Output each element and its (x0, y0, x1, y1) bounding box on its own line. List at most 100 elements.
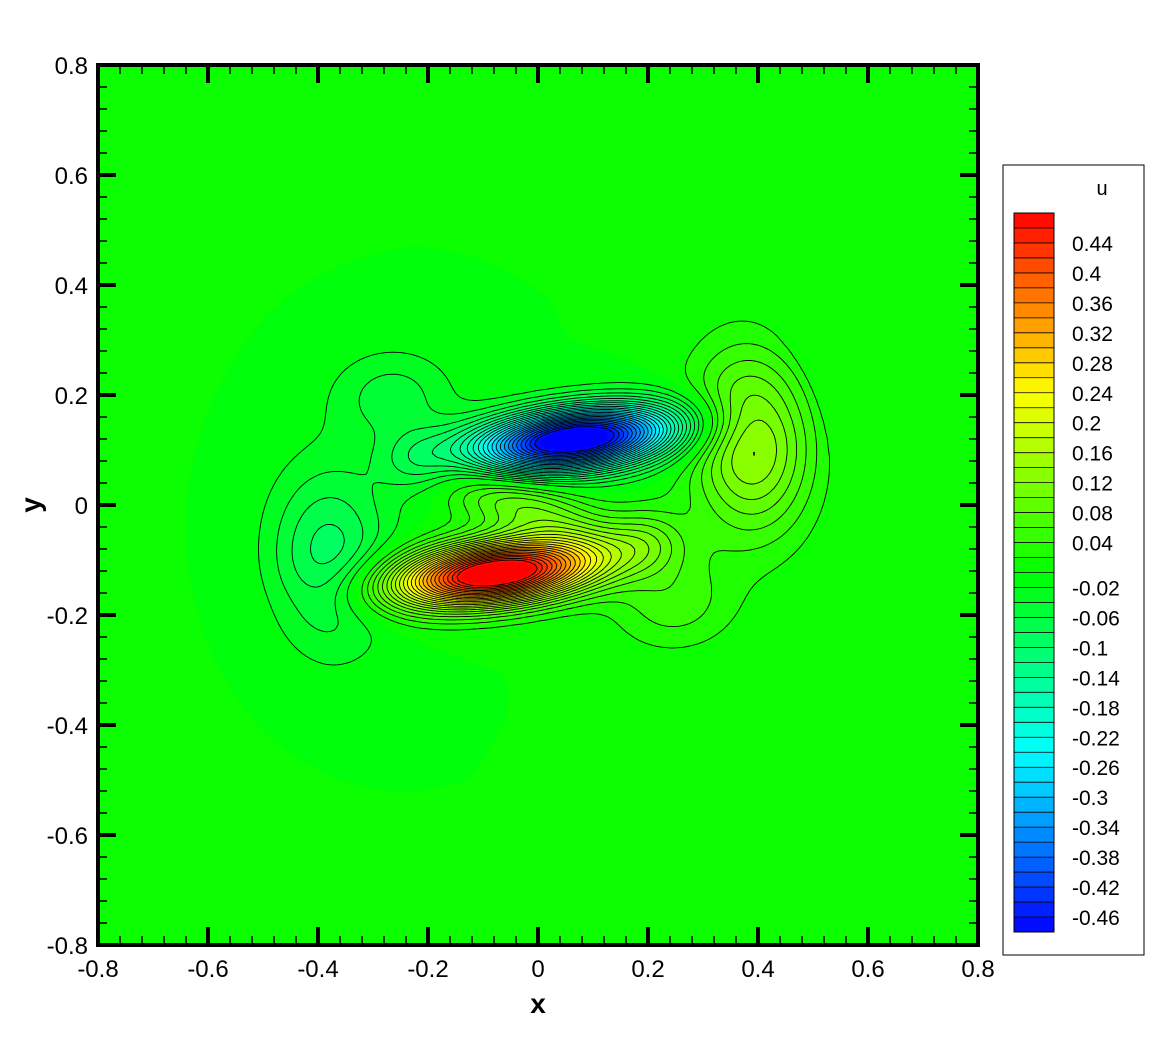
contour-line (426, 548, 572, 597)
y-tick-label: 0.6 (55, 163, 88, 190)
colorbar-swatch (1014, 797, 1054, 813)
contour-line (431, 398, 687, 478)
contour-line (377, 375, 798, 618)
contour-field (98, 65, 978, 945)
contour-line (487, 410, 661, 468)
colorbar-tick-label: -0.02 (1072, 577, 1120, 600)
colorbar-tick-label: -0.14 (1072, 667, 1120, 690)
colorbar-swatch (1014, 632, 1054, 648)
contour-line (398, 533, 612, 607)
y-tick-label: 0.2 (55, 383, 88, 410)
colorbar-tick-label: 0.44 (1072, 233, 1113, 256)
contour-line (511, 418, 637, 460)
colorbar-swatch (1014, 602, 1054, 618)
contour-line (534, 426, 615, 453)
colorbar-swatch (1014, 542, 1054, 558)
colorbar-swatch (1014, 272, 1054, 289)
colorbar-swatch (1014, 467, 1054, 484)
colorbar-tick-label: -0.42 (1072, 877, 1120, 900)
y-tick-label: -0.8 (47, 933, 88, 960)
contour-line (407, 539, 598, 604)
y-tick-label: 0 (75, 493, 88, 520)
colorbar-swatches (1013, 212, 1055, 933)
colorbar-tick-label: 0.12 (1072, 473, 1113, 496)
colorbar-swatch (1014, 242, 1054, 259)
y-tick-label: -0.4 (47, 713, 88, 740)
colorbar-swatch (1014, 407, 1054, 424)
contour-lines (258, 320, 831, 666)
y-tick-label: -0.6 (47, 823, 88, 850)
colorbar-swatch (1014, 767, 1054, 783)
colorbar-swatch (1014, 887, 1054, 903)
colorbar-swatch (1014, 737, 1054, 753)
colorbar-swatch (1014, 572, 1054, 588)
colorbar-swatch (1014, 842, 1054, 858)
contour-line (403, 536, 604, 606)
colorbar-outline (1013, 212, 1055, 933)
contour-line (520, 421, 629, 458)
x-tick-label: 0.2 (631, 956, 664, 983)
colorbar-swatch (1014, 317, 1054, 334)
contour-line (410, 541, 592, 603)
colorbar-swatch (1014, 452, 1054, 469)
contour-line (503, 416, 645, 463)
contour-line (310, 395, 692, 565)
x-tick-label: 0 (531, 956, 544, 983)
colorbar-swatch (1014, 377, 1054, 394)
y-axis: -0.8 -0.6 -0.4 -0.2 0 0.2 0.4 0.6 0.8 (47, 53, 978, 960)
colorbar-swatch (1014, 617, 1054, 633)
colorbar-tick-label: -0.06 (1072, 607, 1120, 630)
contour-line (491, 411, 657, 467)
contour-line (422, 546, 576, 598)
contour-line (507, 417, 641, 462)
colorbar-swatch (1014, 752, 1054, 768)
colorbar-swatch (1014, 872, 1054, 888)
colorbar-tick-label: -0.38 (1072, 847, 1120, 870)
colorbar-swatch (1014, 482, 1054, 499)
contour-line (434, 551, 562, 594)
contour-line (394, 530, 622, 609)
colorbar-tick-label: -0.22 (1072, 727, 1120, 750)
colorbar-swatch (1014, 692, 1054, 708)
colorbar-swatch (1014, 662, 1054, 678)
x-tick-label: -0.4 (297, 956, 338, 983)
colorbar-swatch (1014, 527, 1054, 543)
colorbar-tick-label: 0.08 (1072, 503, 1113, 526)
colorbar-swatch (1014, 782, 1054, 798)
x-tick-label: -0.2 (407, 956, 448, 983)
x-tick-label: 0.8 (961, 956, 994, 983)
contour-line (515, 420, 633, 459)
colorbar-swatch (1014, 422, 1054, 439)
colorbar-swatch (1014, 392, 1054, 409)
colorbar-swatch (1014, 257, 1054, 274)
colorbar-swatch (1014, 827, 1054, 843)
contour-line (414, 543, 586, 601)
colorbar-swatch (1014, 287, 1054, 304)
contour-line (382, 394, 788, 615)
colorbar-tick-label: -0.26 (1072, 757, 1120, 780)
colorbar-tick-label: -0.18 (1072, 697, 1120, 720)
contour-line (495, 413, 653, 466)
x-tick-label: 0.6 (851, 956, 884, 983)
y-tick-label: 0.4 (55, 273, 88, 300)
contour-line (451, 557, 543, 588)
contour-line (418, 545, 581, 600)
contour-line (449, 400, 683, 477)
contour-line (367, 343, 818, 628)
y-tick-label: 0.8 (55, 53, 88, 80)
contour-line (456, 559, 538, 587)
contour-line (477, 407, 668, 471)
colorbar-tick-label: -0.46 (1072, 907, 1120, 930)
colorbar-swatch (1014, 437, 1054, 454)
colorbar-swatch (1014, 902, 1054, 918)
contour-line (524, 423, 625, 456)
contour-line (459, 402, 680, 475)
contour-line (472, 405, 672, 472)
colorbar-swatch (1014, 857, 1054, 873)
contour-line (529, 424, 620, 455)
contour-line (499, 414, 649, 464)
colorbar-tick-label: 0.32 (1072, 323, 1113, 346)
contour-line (291, 392, 696, 588)
colorbar-swatch (1014, 917, 1054, 933)
